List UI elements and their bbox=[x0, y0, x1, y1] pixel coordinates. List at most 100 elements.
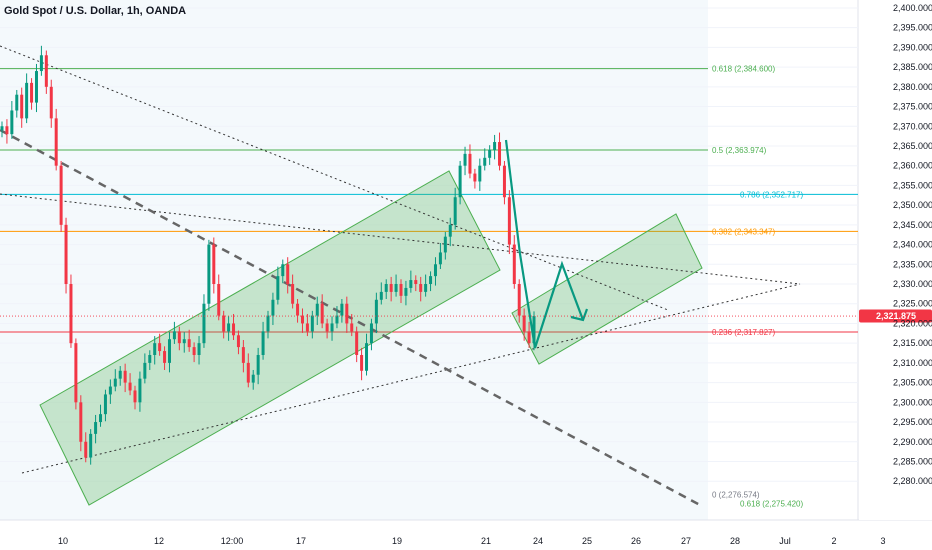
candle bbox=[94, 414, 98, 444]
candle bbox=[246, 353, 250, 388]
price-tick-label: 2,375.000 bbox=[893, 102, 932, 112]
candle bbox=[300, 308, 304, 333]
price-tick-label: 2,355.000 bbox=[893, 180, 932, 190]
candle bbox=[433, 257, 437, 286]
candle bbox=[369, 318, 373, 351]
time-tick-label: 17 bbox=[296, 536, 306, 546]
lower-dotted-trendline[interactable] bbox=[21, 283, 801, 474]
candle bbox=[261, 321, 265, 360]
projection-channel[interactable] bbox=[511, 213, 703, 365]
candle-body bbox=[108, 386, 112, 395]
candle bbox=[512, 235, 516, 289]
rising-channel-fill[interactable] bbox=[39, 170, 501, 506]
candle bbox=[429, 271, 433, 292]
candle bbox=[113, 369, 117, 392]
candle-body bbox=[59, 165, 63, 225]
candle bbox=[335, 306, 339, 329]
candle bbox=[310, 310, 314, 339]
candle bbox=[59, 160, 63, 232]
candle bbox=[463, 146, 467, 176]
middle-dotted-trendline[interactable] bbox=[0, 193, 801, 285]
projected-move-arrow[interactable] bbox=[504, 139, 585, 349]
candle bbox=[251, 369, 255, 390]
candle-body bbox=[325, 323, 329, 332]
candle bbox=[448, 217, 452, 247]
candle bbox=[266, 310, 270, 339]
price-tick-label: 2,380.000 bbox=[893, 82, 932, 92]
candle-body bbox=[44, 55, 48, 87]
dashed-downtrend-line[interactable] bbox=[0, 128, 701, 507]
candle-body bbox=[315, 303, 319, 316]
candle-body bbox=[305, 323, 309, 332]
projection-channel-fill[interactable] bbox=[511, 213, 703, 365]
candle-body bbox=[384, 284, 388, 292]
candle-body bbox=[478, 165, 482, 182]
candle bbox=[172, 321, 176, 344]
svg-text:2,321.875: 2,321.875 bbox=[876, 311, 916, 321]
candle bbox=[163, 346, 167, 370]
candle-body bbox=[172, 331, 176, 340]
candle bbox=[291, 274, 295, 309]
price-tick-label: 2,285.000 bbox=[893, 456, 932, 466]
candle-body bbox=[79, 402, 83, 442]
candle bbox=[153, 336, 157, 365]
candle bbox=[365, 333, 369, 376]
candle-body bbox=[404, 287, 408, 296]
candle-body bbox=[0, 126, 4, 131]
candle bbox=[281, 259, 285, 284]
candle-body bbox=[187, 339, 191, 348]
candle-body bbox=[419, 284, 423, 292]
price-tick-label: 2,330.000 bbox=[893, 279, 932, 289]
price-tick-label: 2,300.000 bbox=[893, 397, 932, 407]
price-tick-label: 2,360.000 bbox=[893, 161, 932, 171]
candle bbox=[222, 310, 226, 339]
candle-body bbox=[236, 335, 240, 348]
candle bbox=[192, 342, 196, 363]
trend-lines[interactable] bbox=[0, 45, 801, 507]
candle-body bbox=[99, 414, 103, 423]
candle-body bbox=[192, 347, 196, 355]
rising-channel[interactable] bbox=[39, 170, 501, 506]
candle-body bbox=[350, 323, 354, 332]
candle-body bbox=[271, 299, 275, 316]
candle-body bbox=[409, 280, 413, 288]
candle-body bbox=[212, 244, 216, 285]
time-tick-label: 12 bbox=[154, 536, 164, 546]
candle-body bbox=[25, 82, 29, 119]
candle-body bbox=[320, 303, 324, 324]
price-tick-label: 2,350.000 bbox=[893, 200, 932, 210]
candle bbox=[84, 432, 88, 463]
candle bbox=[39, 45, 43, 76]
candle-body bbox=[424, 284, 428, 292]
candle-body bbox=[374, 299, 378, 324]
projection-path[interactable] bbox=[504, 139, 589, 349]
candle bbox=[5, 119, 9, 144]
candle-body bbox=[507, 197, 511, 245]
candle bbox=[286, 257, 290, 294]
candle bbox=[227, 316, 231, 341]
candle bbox=[148, 350, 152, 370]
price-tick-label: 2,315.000 bbox=[893, 338, 932, 348]
fib-level-label: 0.236 (2,317.827) bbox=[712, 328, 775, 337]
candle-body bbox=[310, 315, 314, 332]
time-tick-label: 26 bbox=[631, 536, 641, 546]
candle-body bbox=[256, 354, 260, 375]
time-tick-label: 24 bbox=[533, 536, 543, 546]
candle bbox=[468, 144, 472, 179]
price-tick-label: 2,340.000 bbox=[893, 240, 932, 250]
fib-level-label: 0.618 (2,275.420) bbox=[740, 499, 803, 508]
candle bbox=[182, 332, 186, 353]
candle-body bbox=[5, 126, 9, 135]
candle-body bbox=[128, 382, 132, 391]
candle-body bbox=[118, 370, 122, 379]
time-tick-label: 21 bbox=[481, 536, 491, 546]
candle bbox=[325, 318, 329, 339]
price-tick-label: 2,390.000 bbox=[893, 42, 932, 52]
candle-body bbox=[527, 331, 531, 344]
candle-body bbox=[158, 343, 162, 352]
candle-body bbox=[468, 153, 472, 174]
price-axis-panel bbox=[859, 0, 932, 520]
candle-body bbox=[143, 362, 147, 379]
candle-body bbox=[448, 224, 452, 237]
